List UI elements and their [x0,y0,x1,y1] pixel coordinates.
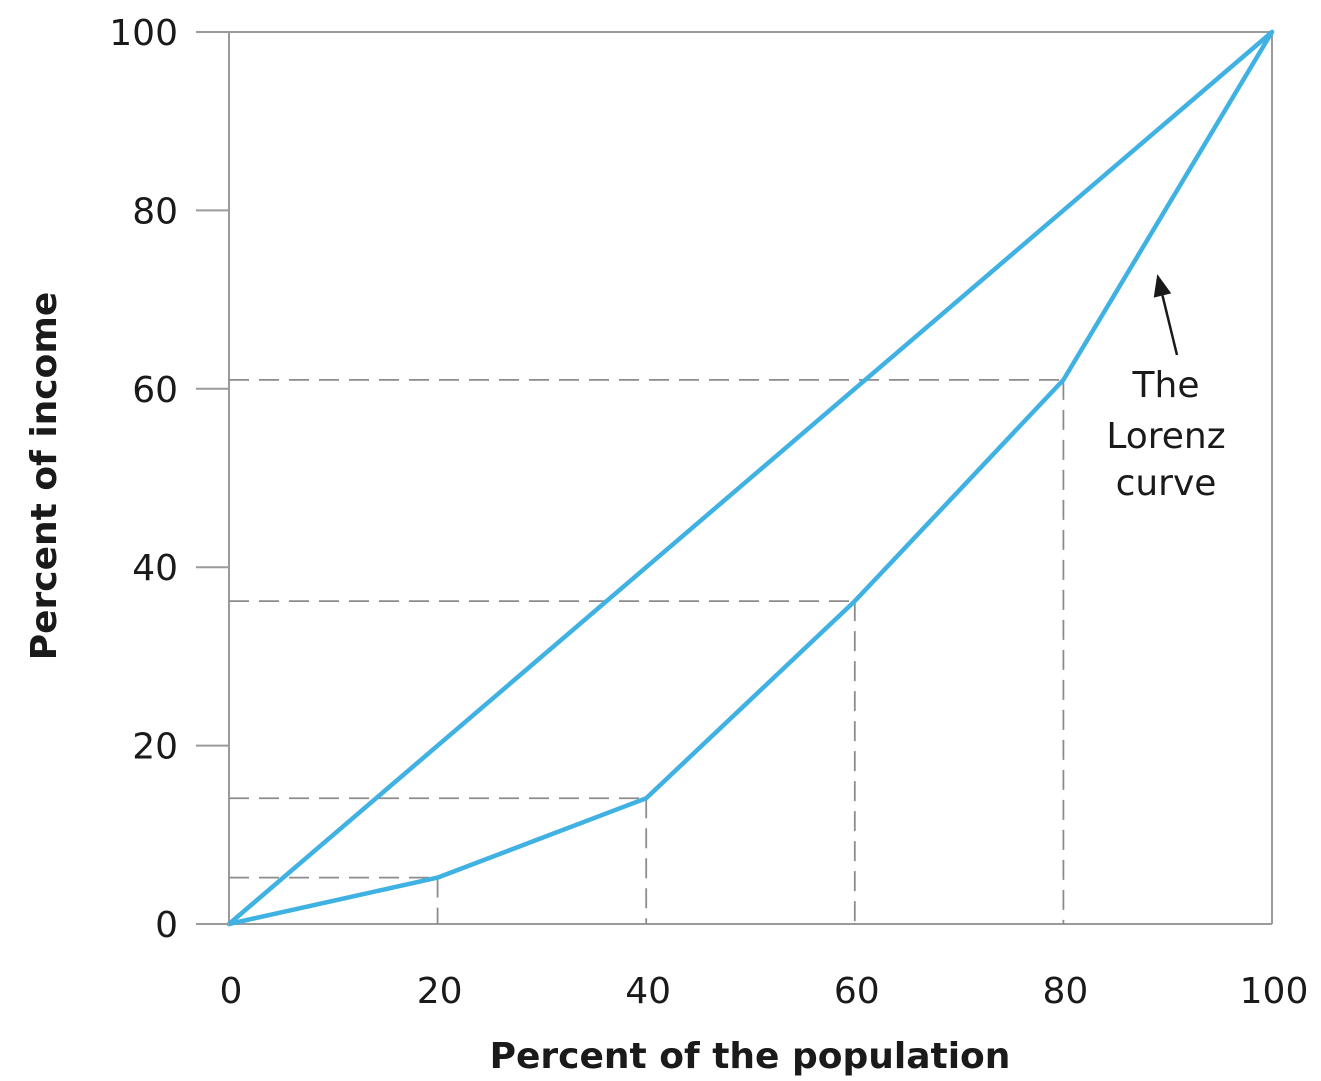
annotation-arrow [1161,295,1179,356]
y-tick-label: 20 [132,727,178,768]
x-tick-label: 20 [417,971,463,1012]
axes [196,31,1273,925]
x-tick-label: 100 [1240,971,1309,1012]
equality-line [226,29,1275,927]
annotation-line-3: curve [1116,463,1217,504]
annotation-line-2: Lorenz [1106,416,1225,457]
y-tick-label: 0 [155,905,178,946]
x-tick-label: 60 [834,971,880,1012]
annotation-arrowhead [1153,274,1172,298]
lorenz-annotation: The Lorenz curve [1106,274,1226,504]
reference-lines [229,378,1065,924]
x-tick-label: 80 [1042,971,1088,1012]
x-tick-label: 0 [220,971,243,1012]
y-tick-label: 40 [132,548,178,589]
annotation-line-1: The [1132,365,1200,406]
x-axis-title: Percent of the population [490,1036,1011,1077]
y-tick-label: 80 [132,191,178,232]
y-axis-title: Percent of income [24,292,65,661]
tick-labels: 0 20 40 60 80 100 0 20 40 60 80 100 [109,13,1308,1012]
y-tick-label: 60 [132,370,178,411]
lorenz-curve-line [226,29,1275,927]
x-tick-label: 40 [625,971,671,1012]
series-lines [226,29,1275,927]
y-tick-label: 100 [109,13,178,54]
